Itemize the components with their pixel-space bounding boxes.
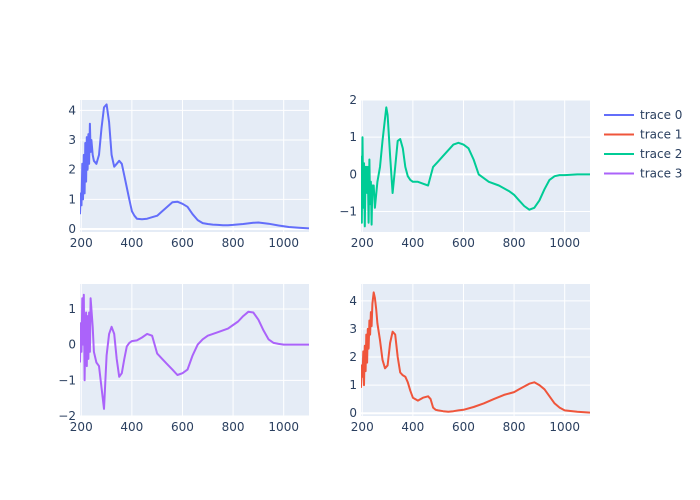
x-tick-label: 400 bbox=[401, 420, 424, 434]
x-tick-label: 600 bbox=[452, 420, 475, 434]
x-tick-label: 200 bbox=[70, 236, 93, 250]
y-tick-label: 1 bbox=[68, 302, 76, 316]
legend: trace 0 trace 1 trace 2 trace 3 bbox=[604, 108, 682, 181]
x-tick-label: 600 bbox=[171, 236, 194, 250]
legend-item-trace-2[interactable]: trace 2 bbox=[604, 147, 682, 161]
subplot-4: 200 400 600 800 1000 0 1 2 3 4 bbox=[349, 284, 590, 434]
y-tick-label: 0 bbox=[68, 222, 76, 236]
y-tick-label: 2 bbox=[349, 93, 357, 107]
series-line-trace-3[interactable] bbox=[80, 293, 309, 410]
x-tick-label: 800 bbox=[222, 236, 245, 250]
legend-label: trace 3 bbox=[640, 167, 682, 181]
x-tick-label: 200 bbox=[70, 420, 93, 434]
series-line-trace-1[interactable] bbox=[361, 291, 590, 414]
y-tick-label: −1 bbox=[339, 205, 357, 219]
y-tick-label: 2 bbox=[349, 350, 357, 364]
x-tick-label: 600 bbox=[171, 420, 194, 434]
y-tick-label: 3 bbox=[68, 133, 76, 147]
legend-item-trace-0[interactable]: trace 0 bbox=[604, 108, 682, 122]
x-tick-label: 1000 bbox=[549, 420, 580, 434]
legend-label: trace 2 bbox=[640, 147, 682, 161]
x-tick-label: 1000 bbox=[268, 420, 299, 434]
x-tick-label: 600 bbox=[452, 236, 475, 250]
y-tick-label: 1 bbox=[349, 130, 357, 144]
y-tick-label: 0 bbox=[68, 338, 76, 352]
plot-background bbox=[361, 284, 590, 416]
legend-label: trace 1 bbox=[640, 128, 682, 142]
y-tick-label: 1 bbox=[68, 192, 76, 206]
subplot-2: 200 400 600 800 1000 −1 0 1 2 bbox=[339, 93, 590, 250]
y-tick-label: −2 bbox=[58, 409, 76, 423]
legend-item-trace-1[interactable]: trace 1 bbox=[604, 128, 682, 142]
plot-background bbox=[80, 100, 309, 232]
x-tick-label: 200 bbox=[351, 420, 374, 434]
y-tick-label: 0 bbox=[349, 167, 357, 181]
legend-item-trace-3[interactable]: trace 3 bbox=[604, 167, 682, 181]
y-tick-label: −1 bbox=[58, 373, 76, 387]
legend-label: trace 0 bbox=[640, 108, 682, 122]
y-tick-label: 0 bbox=[349, 406, 357, 420]
subplot-1: 200 400 600 800 1000 0 1 2 3 4 bbox=[68, 100, 309, 250]
x-tick-label: 400 bbox=[120, 420, 143, 434]
x-tick-label: 800 bbox=[222, 420, 245, 434]
x-tick-label: 400 bbox=[120, 236, 143, 250]
x-tick-label: 400 bbox=[401, 236, 424, 250]
y-tick-label: 3 bbox=[349, 322, 357, 336]
x-tick-label: 1000 bbox=[549, 236, 580, 250]
x-tick-label: 1000 bbox=[268, 236, 299, 250]
y-tick-label: 1 bbox=[349, 378, 357, 392]
series-line-trace-0[interactable] bbox=[80, 103, 309, 230]
x-tick-label: 800 bbox=[503, 236, 526, 250]
x-tick-label: 200 bbox=[351, 236, 374, 250]
y-tick-label: 4 bbox=[349, 294, 357, 308]
y-tick-label: 4 bbox=[68, 103, 76, 117]
x-tick-label: 800 bbox=[503, 420, 526, 434]
series-line-trace-2[interactable] bbox=[361, 106, 590, 228]
y-tick-label: 2 bbox=[68, 163, 76, 177]
subplot-3: 200 400 600 800 1000 −2 −1 0 1 bbox=[58, 284, 309, 434]
